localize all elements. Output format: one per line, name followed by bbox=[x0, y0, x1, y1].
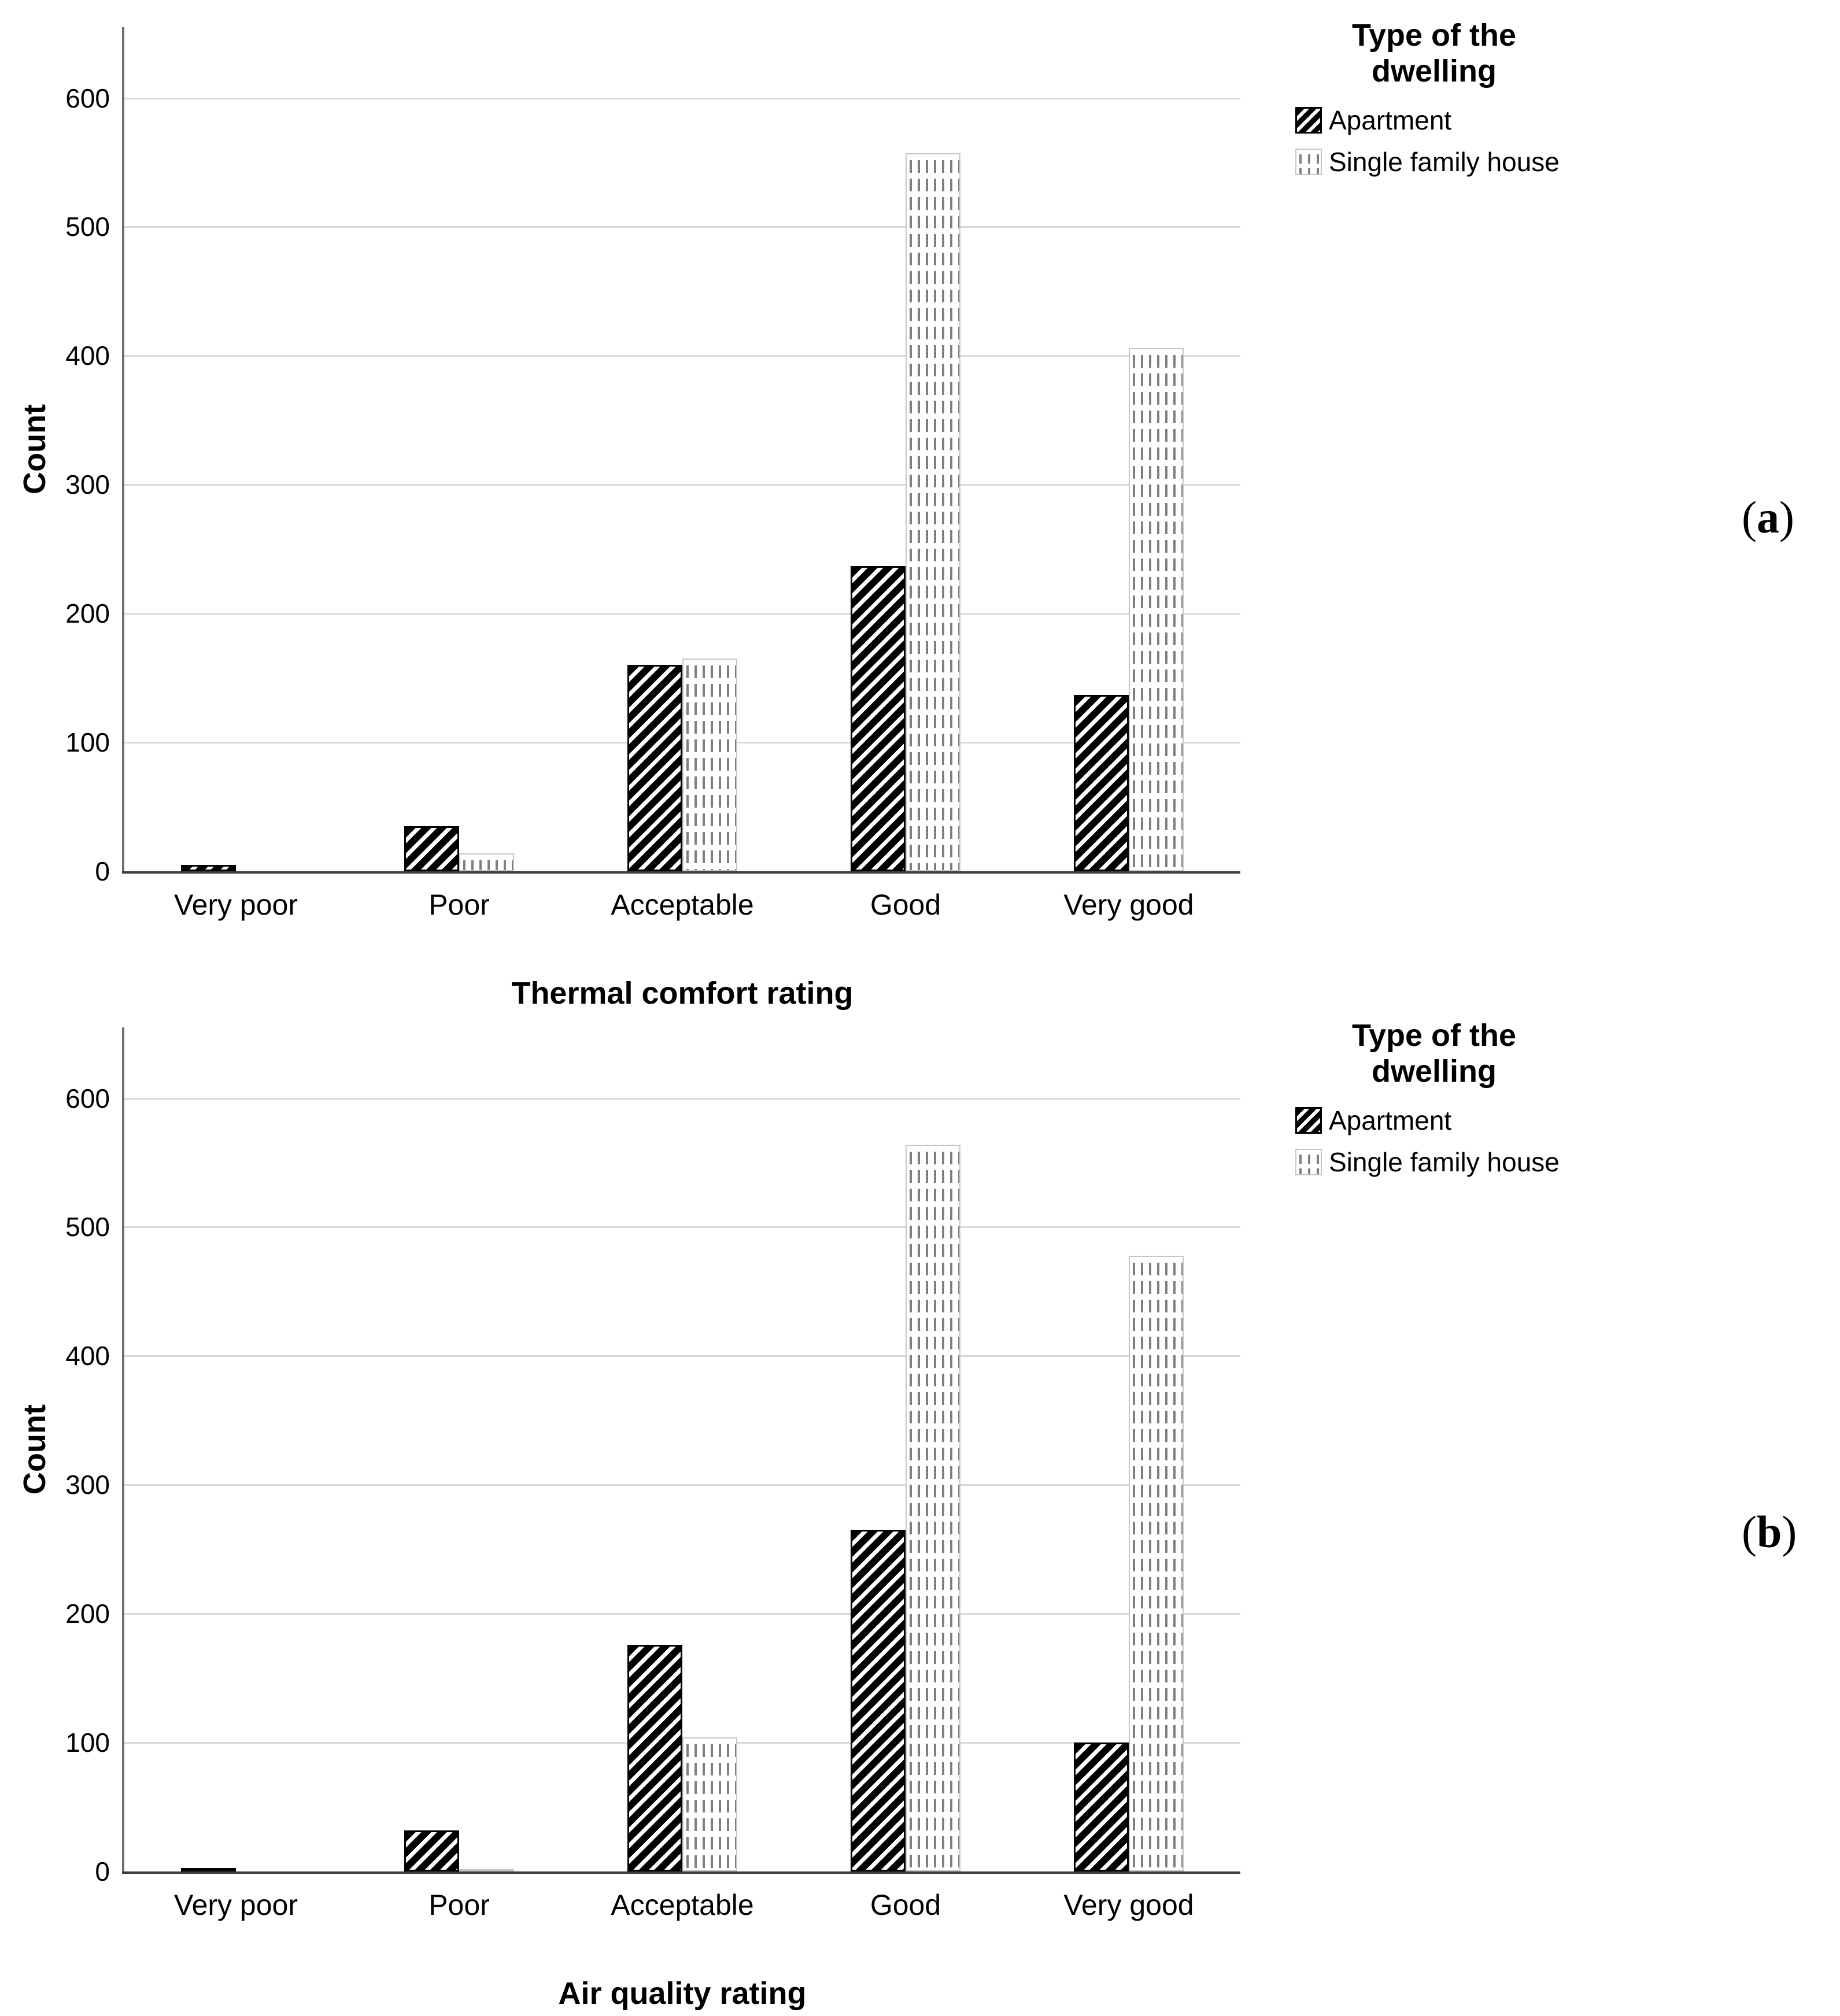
legend-item-apartment: Apartment bbox=[1295, 99, 1700, 141]
legend-item-label: Single family house bbox=[1329, 147, 1560, 177]
panel-label-b-paren-open: ( bbox=[1742, 1507, 1757, 1557]
y-tick-label-300: 300 bbox=[65, 469, 110, 500]
legend-item-single-family-house: Single family house bbox=[1295, 141, 1700, 183]
bar-apartment-good bbox=[851, 1530, 906, 1871]
x-category-label-good: Good bbox=[870, 1889, 941, 1921]
bar-apartment-very-poor bbox=[181, 1868, 236, 1871]
y-tick-label-100: 100 bbox=[65, 1728, 110, 1758]
bar-apartment-acceptable bbox=[627, 665, 682, 871]
y-tick-label-400: 400 bbox=[65, 341, 110, 371]
y-tick-label-0: 0 bbox=[95, 1856, 110, 1886]
x-axis-line bbox=[122, 1871, 1240, 1874]
bar-apartment-very-good bbox=[1074, 1743, 1129, 1871]
gridline-y-200 bbox=[124, 613, 1240, 615]
x-category-label-very-good: Very good bbox=[1063, 889, 1194, 921]
x-axis-title: Air quality rating bbox=[558, 1976, 807, 2011]
x-category-label-very-good: Very good bbox=[1063, 1889, 1194, 1921]
legend: Type of the dwelling Apartment Single famil… bbox=[1295, 1018, 1700, 1183]
legend-item-label: Single family house bbox=[1329, 1147, 1560, 1177]
plot-area-a bbox=[122, 27, 1240, 874]
bar-single-family-house-acceptable bbox=[682, 1737, 737, 1871]
x-category-label-good: Good bbox=[870, 889, 941, 921]
legend-item-label: Apartment bbox=[1329, 105, 1452, 135]
bar-apartment-poor bbox=[404, 826, 459, 871]
legend-title: Type of the dwelling bbox=[1295, 1018, 1573, 1089]
panel-label-a-paren-open: ( bbox=[1742, 492, 1757, 542]
legend-title-line-1: Type of the bbox=[1351, 18, 1516, 53]
x-category-label-acceptable: Acceptable bbox=[611, 889, 754, 921]
y-axis-title: Count bbox=[17, 1404, 52, 1495]
legend-title: Type of the dwelling bbox=[1295, 17, 1573, 89]
legend-item-label: Apartment bbox=[1329, 1105, 1452, 1135]
x-category-label-very-poor: Very poor bbox=[173, 889, 298, 921]
gridline-y-400 bbox=[124, 355, 1240, 357]
y-tick-label-600: 600 bbox=[65, 1083, 110, 1114]
bar-single-family-house-poor bbox=[459, 853, 514, 871]
y-tick-label-200: 200 bbox=[65, 1599, 110, 1629]
diagonal-hatch-icon bbox=[1295, 107, 1322, 134]
y-tick-label-500: 500 bbox=[65, 1212, 110, 1242]
diagonal-hatch-icon bbox=[1295, 1107, 1322, 1134]
gridline-y-600 bbox=[124, 97, 1240, 99]
legend-items: Apartment Single family house bbox=[1295, 99, 1700, 183]
y-axis-line bbox=[122, 1027, 124, 1874]
panel-label-b-paren-close: ) bbox=[1782, 1507, 1797, 1557]
legend-items: Apartment Single family house bbox=[1295, 1100, 1700, 1183]
y-tick-label-100: 100 bbox=[65, 727, 110, 757]
vertical-dashes-icon bbox=[1295, 1149, 1322, 1175]
legend-title-line-1: Type of the bbox=[1351, 1018, 1516, 1053]
vertical-dashes-icon bbox=[1295, 149, 1322, 175]
y-tick-label-500: 500 bbox=[65, 212, 110, 242]
gridline-y-600 bbox=[124, 1097, 1240, 1100]
gridline-y-400 bbox=[124, 1355, 1240, 1357]
gridline-y-500 bbox=[124, 226, 1240, 228]
y-tick-label-0: 0 bbox=[95, 856, 110, 886]
y-tick-label-200: 200 bbox=[65, 598, 110, 628]
y-tick-label-400: 400 bbox=[65, 1341, 110, 1371]
x-category-label-acceptable: Acceptable bbox=[611, 1889, 754, 1921]
legend: Type of the dwelling Apartment Single famil… bbox=[1295, 17, 1700, 183]
gridline-y-300 bbox=[124, 484, 1240, 486]
x-axis-title: Thermal comfort rating bbox=[511, 976, 854, 1011]
bar-single-family-house-poor bbox=[459, 1869, 514, 1871]
bar-single-family-house-very-good bbox=[1129, 1256, 1184, 1871]
gridline-y-300 bbox=[124, 1484, 1240, 1486]
chart-panel-b: 0 100 200 300 400 500 600 Count Very poor Poor Acc… bbox=[0, 1000, 1840, 2016]
y-axis-line bbox=[122, 27, 124, 874]
y-tick-label-300: 300 bbox=[65, 1470, 110, 1500]
bar-apartment-poor bbox=[404, 1830, 459, 1871]
y-axis-title: Count bbox=[17, 404, 52, 494]
gridline-y-200 bbox=[124, 1613, 1240, 1615]
bar-apartment-very-good bbox=[1074, 695, 1129, 871]
x-category-label-very-poor: Very poor bbox=[173, 1889, 298, 1921]
x-category-label-poor: Poor bbox=[428, 1889, 490, 1921]
legend-title-line-2: dwelling bbox=[1372, 1054, 1497, 1089]
legend-item-apartment: Apartment bbox=[1295, 1100, 1700, 1141]
panel-label-a-letter: a bbox=[1756, 492, 1779, 542]
bar-single-family-house-very-good bbox=[1129, 348, 1184, 871]
legend-title-line-2: dwelling bbox=[1372, 54, 1497, 88]
bar-apartment-good bbox=[851, 566, 906, 871]
bar-apartment-acceptable bbox=[627, 1645, 682, 1871]
panel-label-a: (a) bbox=[1742, 493, 1794, 542]
x-axis-line bbox=[122, 871, 1240, 874]
bar-apartment-very-poor bbox=[181, 865, 236, 871]
x-category-label-poor: Poor bbox=[428, 889, 490, 921]
bar-single-family-house-good bbox=[906, 1145, 960, 1871]
legend-item-single-family-house: Single family house bbox=[1295, 1141, 1700, 1183]
bar-single-family-house-acceptable bbox=[682, 659, 737, 871]
plot-area-b bbox=[122, 1027, 1240, 1874]
panel-label-b-letter: b bbox=[1756, 1507, 1782, 1557]
chart-panel-a: 0 100 200 300 400 500 600 Count Very poor Poor Acc… bbox=[17, 17, 1700, 1011]
bar-single-family-house-good bbox=[906, 153, 960, 871]
panel-label-b: (b) bbox=[1742, 1507, 1797, 1557]
y-tick-label-600: 600 bbox=[65, 83, 110, 113]
panel-label-a-paren-close: ) bbox=[1779, 492, 1794, 542]
gridline-y-500 bbox=[124, 1226, 1240, 1229]
